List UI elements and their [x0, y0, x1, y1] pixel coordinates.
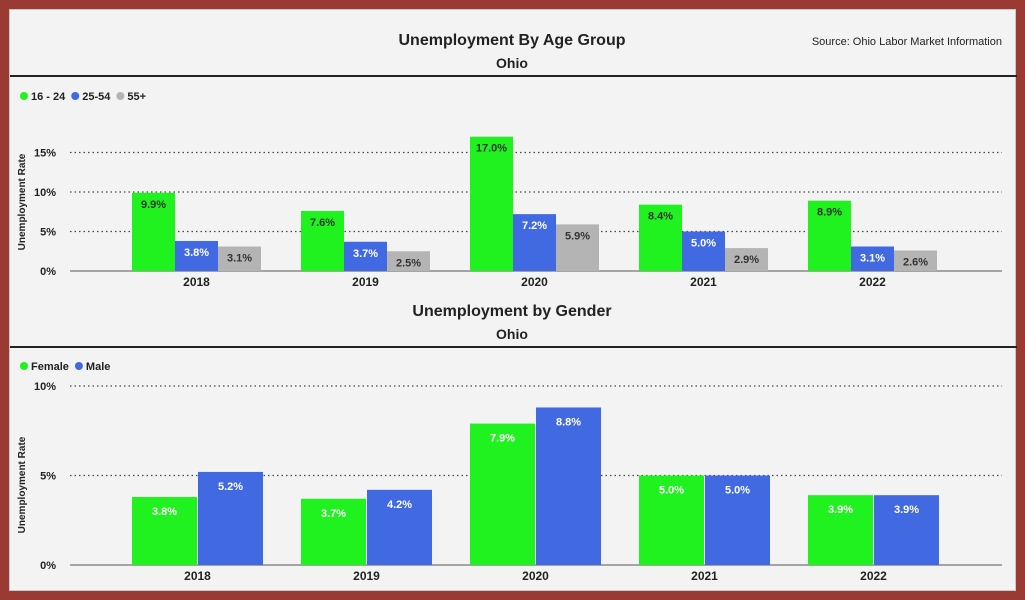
gender-data-label: 3.8% [152, 506, 177, 518]
gender-tick-label: 0% [40, 560, 56, 572]
gender-bar [536, 407, 601, 565]
age-data-label: 2.5% [396, 257, 421, 269]
age-bar [639, 204, 682, 271]
age-chart-subtitle: Ohio [496, 55, 528, 71]
gender-legend-label: Male [86, 361, 110, 373]
gender-bar [705, 475, 770, 565]
age-bar [851, 246, 894, 271]
age-data-label: 7.6% [310, 217, 335, 229]
age-chart-ylabel: Unemployment Rate [17, 153, 28, 250]
gender-bar [470, 423, 535, 565]
gender-category-label: 2022 [860, 569, 887, 583]
gender-category-label: 2018 [184, 569, 211, 583]
age-data-label: 7.2% [522, 220, 547, 232]
age-category-label: 2021 [690, 275, 717, 289]
gender-legend-marker [74, 362, 83, 370]
gender-bar [639, 475, 704, 565]
gender-bar [301, 498, 366, 565]
age-data-label: 3.1% [227, 253, 252, 265]
gender-bar [367, 489, 432, 565]
gender-chart-title: Unemployment by Gender [412, 303, 611, 320]
age-bar [470, 136, 513, 271]
age-data-label: 3.8% [184, 247, 209, 259]
age-category-label: 2018 [183, 275, 210, 289]
gender-data-label: 5.0% [659, 485, 684, 497]
gender-category-label: 2019 [353, 569, 380, 583]
age-chart: 0% 5% 10% 15% 16 - 24 25-54 55+ 9.9% 3.8% 3.1% 201… [20, 91, 1002, 289]
age-tick-label: 5% [40, 227, 56, 239]
age-category-label: 2022 [859, 275, 886, 289]
gender-category-label: 2020 [522, 569, 549, 583]
gender-data-label: 8.8% [556, 416, 581, 428]
age-bar [513, 214, 556, 271]
age-bar [682, 231, 725, 271]
source-note: Source: Ohio Labor Market Information [812, 36, 1002, 48]
age-data-label: 3.1% [860, 253, 885, 265]
age-bar [301, 210, 344, 271]
age-tick-label: 10% [34, 187, 56, 199]
gender-chart-ylabel: Unemployment Rate [17, 436, 28, 533]
age-bar [132, 192, 175, 271]
age-bar [387, 251, 430, 271]
age-legend-marker [71, 92, 80, 100]
gender-bar [874, 495, 939, 565]
gender-legend-label: Female [31, 361, 69, 373]
age-bar [725, 248, 768, 271]
gender-category-label: 2021 [691, 569, 718, 583]
age-data-label: 8.9% [817, 207, 842, 219]
gender-data-label: 7.9% [490, 433, 515, 445]
age-legend-label: 55+ [127, 91, 146, 103]
gender-tick-label: 5% [40, 471, 56, 483]
gender-chart: 0% 5% 10% Female Male 3.8% 5.2% 2018 3.7% 4.2% 201… [20, 361, 1002, 583]
gender-data-label: 5.0% [725, 485, 750, 497]
age-category-label: 2020 [521, 275, 548, 289]
age-legend-marker [20, 92, 28, 100]
gender-data-label: 3.7% [321, 508, 346, 520]
age-bar [344, 241, 387, 271]
age-data-label: 5.9% [565, 230, 590, 242]
age-category-label: 2019 [352, 275, 379, 289]
age-data-label: 9.9% [141, 199, 166, 211]
gender-bar [132, 496, 197, 565]
age-legend-marker [116, 92, 125, 100]
dashboard-panel: Unemployment By Age Group Ohio Source: O… [9, 9, 1017, 591]
age-legend-label: 16 - 24 [31, 91, 66, 103]
age-data-label: 2.6% [903, 256, 928, 268]
age-bar [218, 246, 261, 271]
gender-legend-marker [20, 362, 28, 370]
gender-data-label: 3.9% [828, 504, 853, 516]
gender-chart-subtitle: Ohio [496, 326, 528, 342]
age-data-label: 5.0% [691, 238, 716, 250]
age-legend-label: 25-54 [82, 91, 111, 103]
charts-canvas: Unemployment By Age Group Ohio Source: O… [10, 32, 1017, 583]
gender-bar [198, 471, 263, 565]
age-bar [556, 224, 599, 271]
age-bar [175, 240, 218, 271]
age-tick-label: 15% [34, 148, 56, 160]
gender-data-label: 4.2% [387, 499, 412, 511]
gender-bar [808, 495, 873, 565]
age-data-label: 2.9% [734, 254, 759, 266]
gender-tick-label: 10% [34, 381, 56, 393]
gender-data-label: 3.9% [894, 504, 919, 516]
age-bar [808, 200, 851, 271]
age-chart-title: Unemployment By Age Group [399, 32, 626, 49]
age-data-label: 8.4% [648, 211, 673, 223]
age-data-label: 17.0% [476, 143, 507, 155]
age-data-label: 3.7% [353, 248, 378, 260]
age-bar [894, 250, 937, 271]
gender-data-label: 5.2% [218, 481, 243, 493]
age-tick-label: 0% [40, 266, 56, 278]
